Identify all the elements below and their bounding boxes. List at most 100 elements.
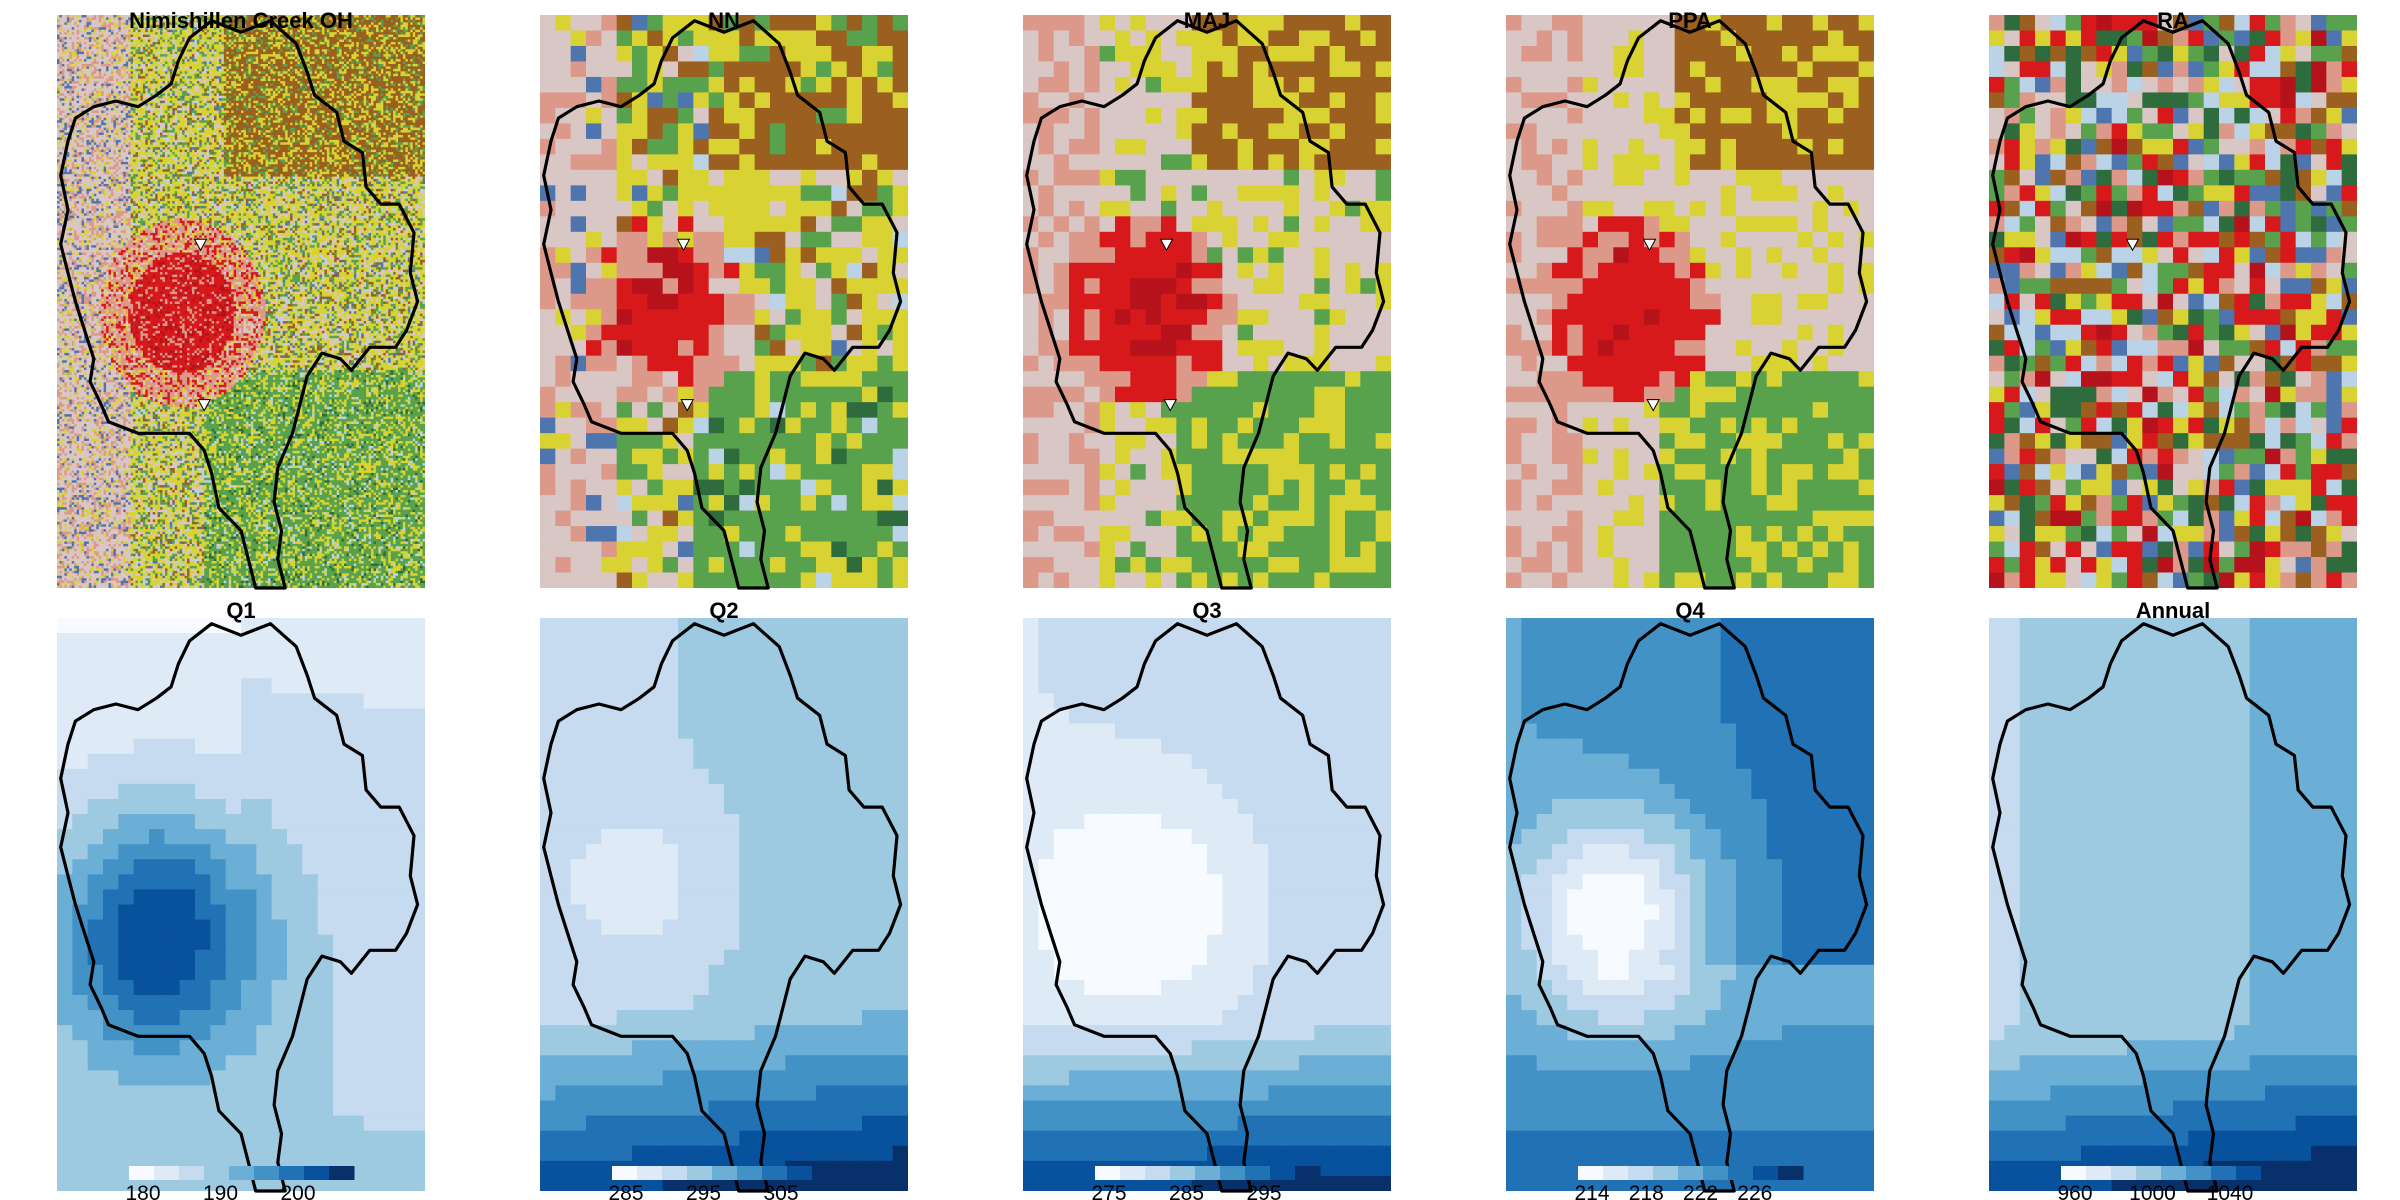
landcover-cell — [74, 32, 77, 35]
landcover-cell — [320, 71, 323, 74]
landcover-cell — [209, 84, 212, 87]
landcover-cell — [366, 88, 369, 91]
landcover-cell — [74, 88, 77, 91]
landcover-cell — [170, 54, 173, 57]
landcover-cell — [415, 52, 418, 55]
landcover-cell — [101, 66, 104, 69]
landcover-cell — [229, 74, 232, 77]
landcover-cell — [111, 47, 114, 50]
landcover-cell — [57, 39, 60, 42]
landcover-cell — [327, 93, 330, 96]
landcover-cell — [295, 62, 298, 65]
landcover-cell — [391, 59, 394, 62]
landcover-cell — [123, 35, 126, 38]
landcover-cell — [86, 91, 89, 94]
landcover-cell — [109, 71, 112, 74]
landcover-cell — [310, 69, 313, 72]
landcover-cell — [116, 88, 119, 91]
landcover-cell — [79, 47, 82, 50]
landcover-cell — [376, 17, 379, 20]
landcover-cell — [89, 20, 92, 23]
landcover-cell — [160, 37, 163, 40]
landcover-cell — [246, 47, 249, 50]
landcover-cell — [295, 86, 298, 89]
landcover-cell — [167, 39, 170, 42]
landcover-cell — [209, 57, 212, 60]
landcover-cell — [378, 49, 381, 52]
landcover-cell — [396, 15, 399, 18]
landcover-cell — [405, 79, 408, 82]
landcover-cell — [133, 93, 136, 96]
landcover-cell — [209, 44, 212, 47]
landcover-cell — [398, 69, 401, 72]
landcover-cell — [172, 42, 175, 45]
landcover-cell — [396, 47, 399, 50]
landcover-cell — [344, 37, 347, 40]
landcover-cell — [329, 57, 332, 60]
landcover-cell — [138, 52, 141, 55]
landcover-cell — [315, 76, 318, 79]
landcover-cell — [116, 62, 119, 65]
landcover-cell — [57, 66, 60, 69]
landcover-cell — [354, 25, 357, 28]
landcover-cell — [290, 49, 293, 52]
landcover-cell — [153, 86, 156, 89]
landcover-cell — [344, 81, 347, 84]
landcover-cell — [246, 54, 249, 57]
landcover-cell — [121, 59, 124, 62]
landcover-cell — [113, 59, 116, 62]
landcover-cell — [123, 17, 126, 20]
landcover-cell — [197, 74, 200, 77]
landcover-cell — [295, 93, 298, 96]
landcover-cell — [315, 79, 318, 82]
landcover-cell — [59, 84, 62, 87]
landcover-cell — [366, 49, 369, 52]
landcover-cell — [57, 64, 60, 67]
landcover-cell — [320, 37, 323, 40]
landcover-cell — [334, 35, 337, 38]
landcover-cell — [300, 91, 303, 94]
landcover-cell — [400, 15, 403, 18]
landcover-cell — [162, 96, 165, 99]
landcover-cell — [315, 52, 318, 55]
landcover-cell — [167, 79, 170, 82]
landcover-cell — [320, 64, 323, 67]
landcover-cell — [236, 39, 239, 42]
landcover-cell — [256, 84, 259, 87]
landcover-cell — [89, 86, 92, 89]
landcover-cell — [197, 49, 200, 52]
landcover-cell — [175, 44, 178, 47]
landcover-cell — [270, 59, 273, 62]
landcover-cell — [349, 76, 352, 79]
landcover-cell — [415, 91, 418, 94]
landcover-cell — [359, 74, 362, 77]
landcover-cell — [405, 20, 408, 23]
landcover-cell — [99, 54, 102, 57]
landcover-cell — [229, 39, 232, 42]
landcover-cell — [113, 37, 116, 40]
landcover-cell — [82, 84, 85, 87]
landcover-cell — [172, 59, 175, 62]
landcover-cell — [405, 81, 408, 84]
landcover-cell — [349, 35, 352, 38]
landcover-cell — [111, 20, 114, 23]
landcover-cell — [89, 81, 92, 84]
landcover-cell — [145, 69, 148, 72]
landcover-cell — [376, 22, 379, 25]
landcover-cell — [84, 49, 87, 52]
landcover-cell — [121, 64, 124, 67]
landcover-cell — [236, 52, 239, 55]
landcover-cell — [126, 37, 129, 40]
landcover-cell — [263, 59, 266, 62]
landcover-cell — [86, 20, 89, 23]
landcover-cell — [261, 76, 264, 79]
landcover-cell — [337, 64, 340, 67]
landcover-cell — [248, 91, 251, 94]
landcover-cell — [290, 93, 293, 96]
landcover-cell — [113, 47, 116, 50]
landcover-cell — [145, 91, 148, 94]
landcover-cell — [133, 88, 136, 91]
landcover-cell — [123, 37, 126, 40]
landcover-cell — [253, 81, 256, 84]
landcover-cell — [118, 35, 121, 38]
